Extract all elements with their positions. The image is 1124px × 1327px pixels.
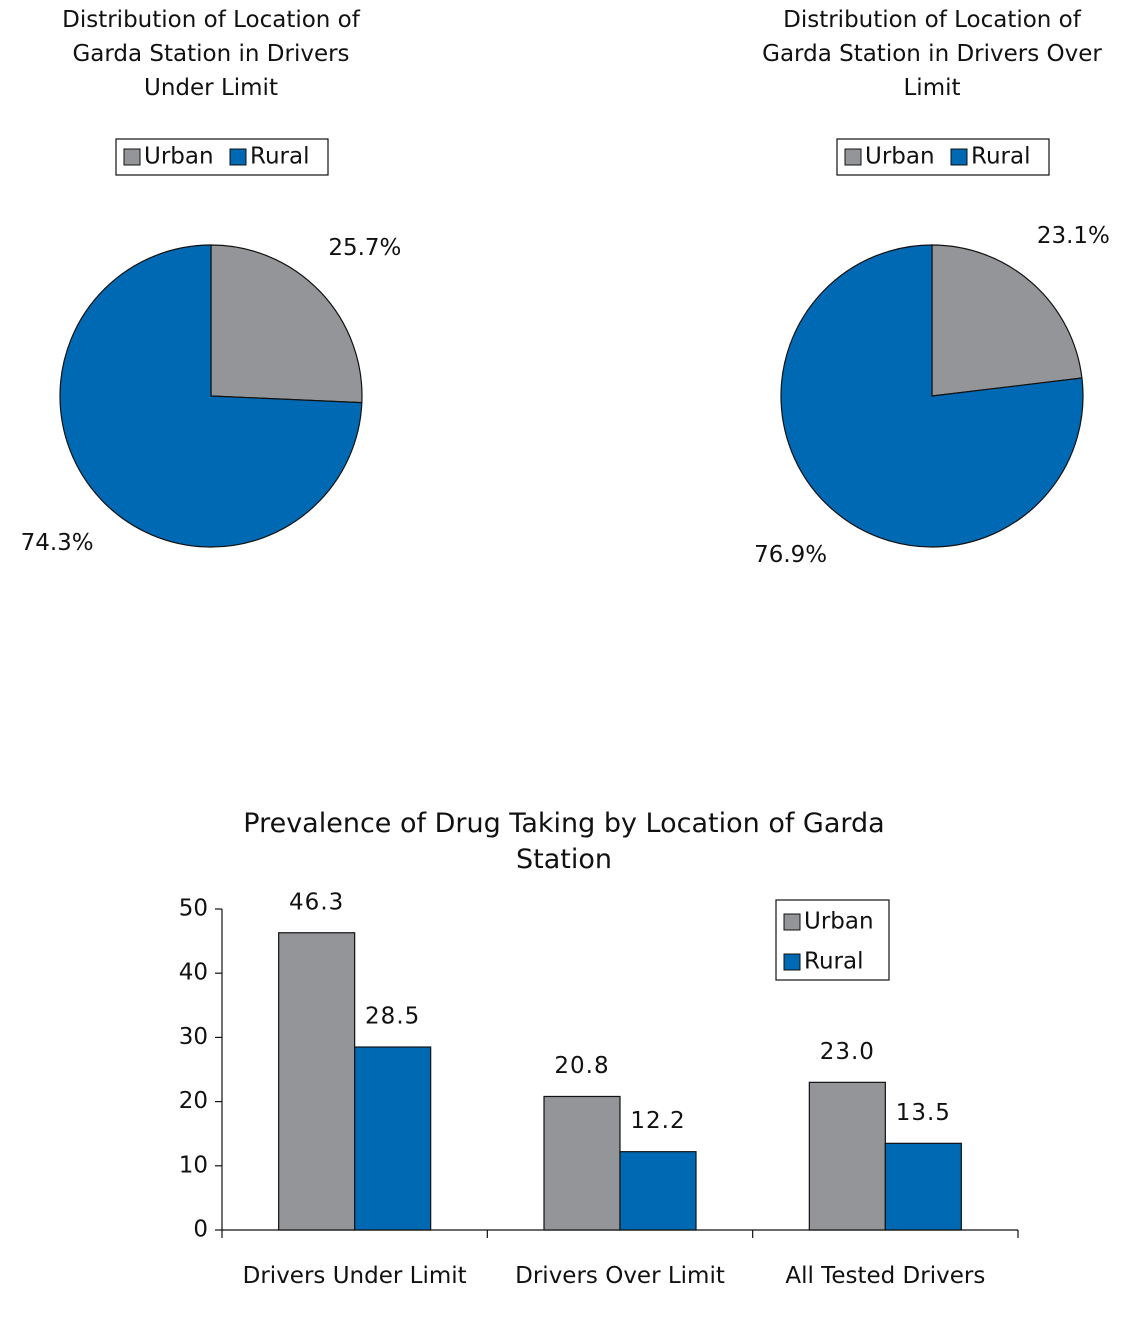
y-tick-label: 30 bbox=[179, 1024, 208, 1050]
legend-label: Urban bbox=[865, 144, 935, 170]
legend-swatch bbox=[783, 953, 801, 971]
data-label: 46.3 bbox=[289, 889, 344, 915]
bar bbox=[278, 932, 356, 1231]
bar bbox=[884, 1142, 962, 1231]
legend-box bbox=[115, 138, 329, 176]
legend-label: Urban bbox=[144, 144, 214, 170]
data-label: 13.5 bbox=[896, 1100, 951, 1126]
legend-swatch bbox=[844, 148, 862, 166]
data-label: 12.2 bbox=[630, 1108, 685, 1134]
pie-slice bbox=[931, 244, 1083, 397]
pie-title: Distribution of Location of Garda Statio… bbox=[762, 7, 1102, 101]
y-tick-label: 20 bbox=[179, 1088, 208, 1114]
legend-box bbox=[836, 138, 1050, 176]
pie-slice bbox=[59, 244, 363, 548]
bar bbox=[543, 1095, 621, 1231]
pie-title: Distribution of Location of Garda Statio… bbox=[62, 7, 360, 101]
data-label: 23.0 bbox=[820, 1039, 875, 1065]
y-tick-label: 50 bbox=[179, 896, 208, 922]
x-tick-label: All Tested Drivers bbox=[785, 1263, 986, 1289]
legend-label: Urban bbox=[804, 909, 874, 935]
y-tick-label: 10 bbox=[179, 1152, 208, 1178]
data-label: 23.1% bbox=[1037, 223, 1110, 249]
legend-swatch bbox=[783, 913, 801, 931]
legend-swatch bbox=[123, 148, 141, 166]
chart-title: Prevalence of Drug Taking by Location of… bbox=[243, 808, 885, 875]
data-label: 74.3% bbox=[21, 530, 94, 556]
legend-swatch bbox=[950, 148, 968, 166]
x-tick-label: Drivers Under Limit bbox=[242, 1263, 467, 1289]
pie-slice bbox=[210, 244, 363, 404]
data-label: 25.7% bbox=[328, 235, 401, 261]
bar bbox=[619, 1151, 697, 1231]
y-tick-label: 0 bbox=[193, 1217, 208, 1243]
y-tick-label: 40 bbox=[179, 960, 208, 986]
x-tick-label: Drivers Over Limit bbox=[515, 1263, 725, 1289]
bar bbox=[354, 1046, 432, 1231]
legend-swatch bbox=[229, 148, 247, 166]
data-label: 20.8 bbox=[554, 1053, 609, 1079]
pie-slice bbox=[780, 244, 1084, 548]
bar bbox=[808, 1081, 886, 1231]
legend-label: Rural bbox=[250, 144, 309, 170]
data-label: 28.5 bbox=[365, 1004, 420, 1030]
legend-label: Rural bbox=[971, 144, 1030, 170]
data-label: 76.9% bbox=[754, 542, 827, 568]
legend-label: Rural bbox=[804, 949, 863, 975]
